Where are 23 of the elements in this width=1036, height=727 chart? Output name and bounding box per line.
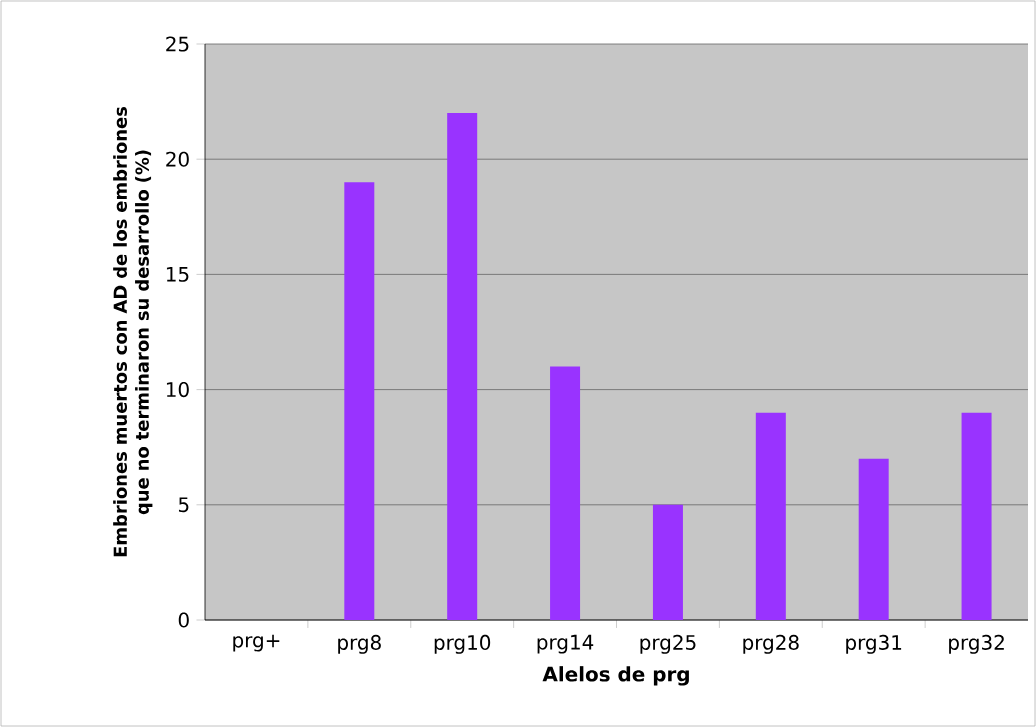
bar (755, 412, 786, 620)
x-axis-title: Alelos de prg (542, 666, 689, 686)
y-tick-label: 10 (166, 382, 189, 398)
y-tick-label: 5 (178, 497, 189, 513)
bar (858, 458, 889, 620)
x-tick-label: prg8 (338, 634, 381, 654)
x-tick-label: prg14 (537, 634, 594, 654)
x-tick-label: prg28 (743, 634, 799, 654)
bar (447, 113, 478, 620)
x-tick-label: prg25 (640, 634, 696, 654)
y-tick-label: 15 (166, 266, 189, 282)
y-tick-label: 0 (178, 612, 189, 628)
y-tick-label: 20 (166, 151, 189, 167)
bar (344, 182, 375, 620)
x-tick-label: prg10 (434, 634, 491, 654)
x-tick-label: prg+ (233, 634, 280, 652)
x-tick-label: prg31 (846, 634, 902, 654)
bar (961, 412, 992, 620)
y-tick-label: 25 (166, 36, 189, 52)
bar (652, 504, 683, 620)
bar (550, 366, 581, 620)
y-axis-title: Embriones muertos con AD de los embriones que no terminaron su desarrollo (%) (113, 106, 153, 557)
x-tick-label: prg32 (949, 634, 1004, 654)
